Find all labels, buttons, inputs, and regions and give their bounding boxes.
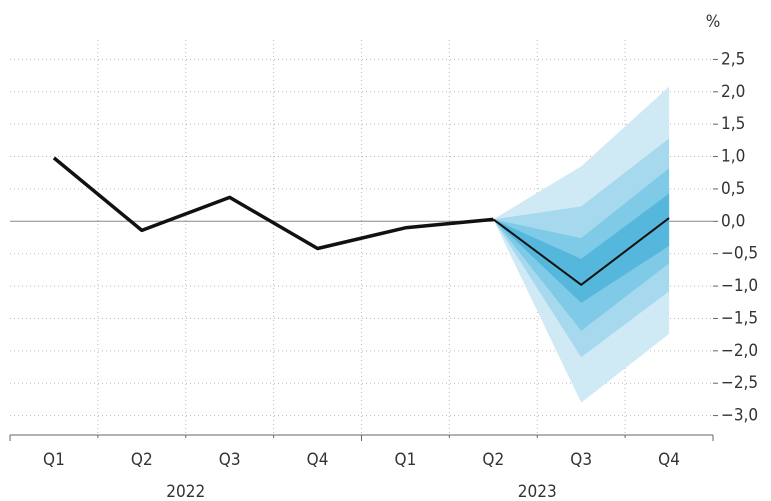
x-tick-label: Q4 [307, 450, 329, 470]
y-tick-label: 0,0 [721, 211, 745, 231]
y-tick-label: 1,5 [721, 114, 745, 134]
y-tick-label: 1,0 [721, 147, 745, 167]
year-label: 2022 [166, 482, 205, 501]
x-tick-label: Q3 [219, 450, 241, 470]
x-tick-label: Q2 [131, 450, 153, 470]
x-tick-label: Q1 [395, 450, 417, 470]
y-tick-label: −1,0 [721, 276, 758, 296]
y-tick-label: 2,5 [721, 49, 745, 69]
x-tick-label: Q2 [482, 450, 504, 470]
fan-band [493, 168, 670, 331]
y-tick-label: −2,5 [721, 373, 758, 393]
line [52, 156, 494, 251]
y-tick-label: −3,0 [721, 406, 758, 426]
y-tick-label: −0,5 [721, 244, 758, 264]
fan-band [493, 193, 670, 303]
x-tick-label: Q1 [43, 450, 65, 470]
year-label: 2023 [518, 482, 557, 501]
y-tick-label: 0,5 [721, 179, 745, 199]
x-tick-label: Q4 [658, 450, 680, 470]
y-tick-label: −2,0 [721, 341, 758, 361]
y-unit: % [706, 12, 721, 32]
y-tick-label: 2,0 [721, 82, 745, 102]
line [492, 217, 670, 286]
y-tick-label: −1,5 [721, 308, 758, 328]
x-tick-label: Q3 [570, 450, 592, 470]
